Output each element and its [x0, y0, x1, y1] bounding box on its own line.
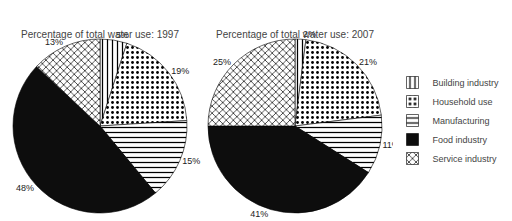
svg-text:21%: 21%	[359, 57, 377, 67]
svg-text:48%: 48%	[16, 183, 34, 193]
svg-text:Percentage of total water use:: Percentage of total water use: 1997	[21, 29, 179, 40]
svg-text:25%: 25%	[213, 57, 231, 67]
svg-text:Household use: Household use	[433, 97, 493, 107]
svg-text:13%: 13%	[45, 37, 63, 47]
svg-text:Building industry: Building industry	[433, 78, 500, 88]
svg-text:Service industry: Service industry	[433, 154, 498, 164]
svg-text:15%: 15%	[182, 156, 200, 166]
svg-text:Manufacturing: Manufacturing	[433, 116, 490, 126]
svg-text:Percentage of total water use:: Percentage of total water use: 2007	[216, 29, 374, 40]
svg-text:19%: 19%	[171, 66, 189, 76]
svg-text:11%: 11%	[382, 140, 400, 151]
svg-text:41%: 41%	[250, 209, 268, 219]
svg-text:2%: 2%	[303, 29, 316, 39]
svg-text:5%: 5%	[116, 30, 129, 40]
svg-text:Food industry: Food industry	[433, 135, 488, 145]
